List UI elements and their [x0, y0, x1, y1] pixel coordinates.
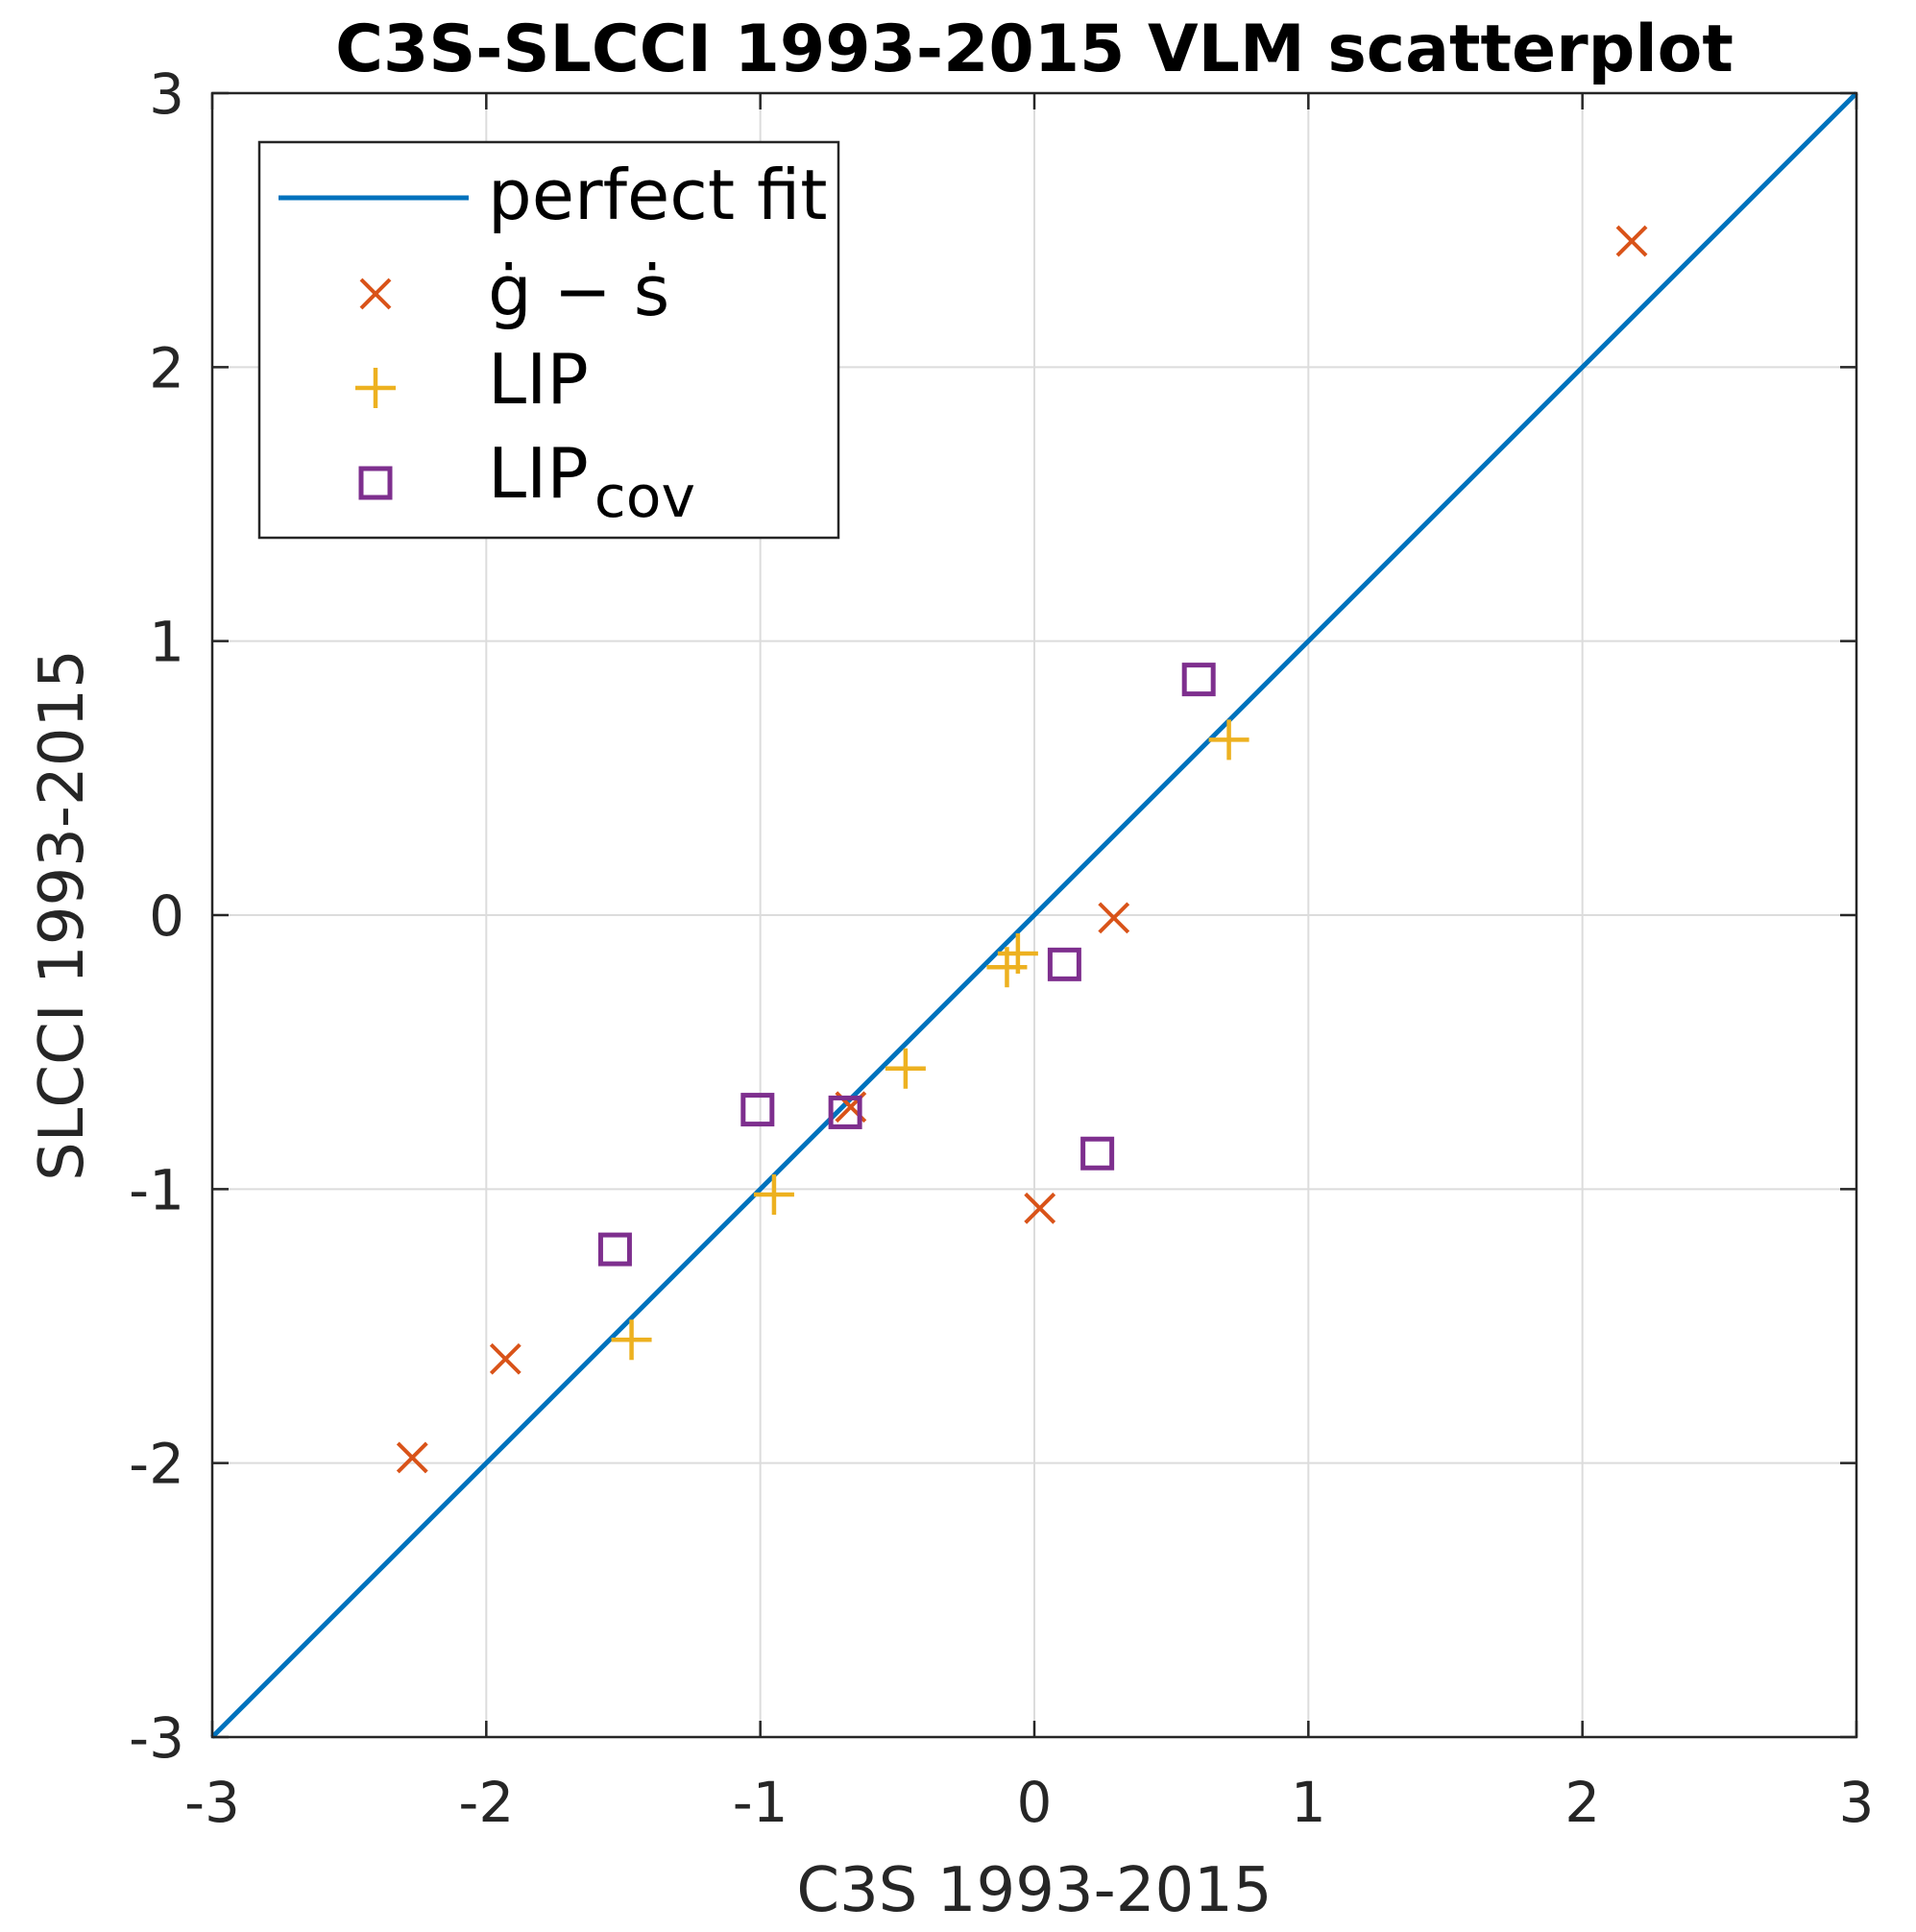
y-tick-label: 3 [149, 61, 184, 127]
perfect-fit-line [210, 91, 1858, 1739]
point-x-marker-stroke-b [1024, 1192, 1056, 1224]
plot-frame [210, 91, 1858, 1739]
legend-point-x-marker-stroke-b [359, 278, 392, 310]
legend-label-gdot-minus-sdot: ġ − ṡ [488, 251, 669, 331]
x-tick-label: 3 [1839, 1770, 1875, 1835]
point-square-marker [1080, 1136, 1115, 1171]
y-tick-label: -3 [129, 1705, 184, 1771]
point-x-marker [1098, 902, 1130, 934]
legend-label-lipcov: LIP cov [488, 433, 695, 531]
point-x-marker [1615, 225, 1648, 257]
point-x-marker-stroke-b [1615, 225, 1648, 257]
x-axis-label: C3S 1993-2015 [796, 1855, 1272, 1926]
point-square-marker [740, 1093, 775, 1127]
y-tick-label: 2 [149, 335, 184, 400]
point-x-marker [1024, 1192, 1056, 1224]
point-plus-marker [753, 1174, 794, 1216]
x-tick-label: -1 [733, 1770, 788, 1835]
point-square-marker [828, 1095, 862, 1129]
legend-box [257, 140, 840, 540]
point-x-marker-stroke-b [489, 1342, 521, 1375]
legend-point-x-marker [359, 278, 392, 310]
y-tick-label: 1 [149, 610, 184, 675]
x-tick-label: -3 [184, 1770, 240, 1835]
legend-marker-square [358, 466, 393, 500]
x-tick-label: -2 [458, 1770, 514, 1835]
x-tick-label: 2 [1564, 1770, 1600, 1835]
y-tick-labels: -3 -2 -1 0 1 2 3 [129, 61, 184, 1771]
y-axis-label: SLCCI 1993-2015 [27, 649, 98, 1181]
point-plus-marker [997, 932, 1038, 974]
x-tick-label: 0 [1017, 1770, 1053, 1835]
y-tick-label: -1 [129, 1157, 184, 1222]
legend-point-square-marker [358, 466, 393, 500]
point-plus-marker [1208, 719, 1249, 761]
legend-label-lipcov-subscript: cov [594, 464, 695, 531]
point-square-marker [1181, 663, 1216, 697]
point-plus-marker [611, 1319, 652, 1361]
legend-marker-plus [355, 368, 396, 408]
point-square-marker [1047, 947, 1081, 981]
point-square-marker [597, 1232, 632, 1267]
point-plus-marker [885, 1048, 926, 1089]
data-points [396, 225, 1648, 1474]
y-tick-label: 0 [149, 883, 184, 949]
point-x-marker-stroke-b [1098, 902, 1130, 934]
legend-point-plus-marker [355, 368, 396, 408]
point-x-marker-stroke-b [396, 1441, 428, 1474]
legend-label-perfect-fit: perfect fit [488, 155, 828, 235]
legend-marker-x [359, 278, 392, 310]
point-x-marker [396, 1441, 428, 1474]
chart-title: C3S-SLCCI 1993-2015 VLM scatterplot [335, 12, 1734, 87]
x-tick-labels: -3 -2 -1 0 1 2 3 [184, 1770, 1874, 1835]
x-tick-label: 1 [1291, 1770, 1326, 1835]
point-x-marker [489, 1342, 521, 1375]
legend-label-lip: LIP [488, 339, 589, 420]
y-tick-label: -2 [129, 1432, 184, 1497]
legend-label-lipcov-main: LIP [488, 433, 589, 514]
legend: perfect fit ġ − ṡ LIP LIP cov [257, 140, 840, 540]
